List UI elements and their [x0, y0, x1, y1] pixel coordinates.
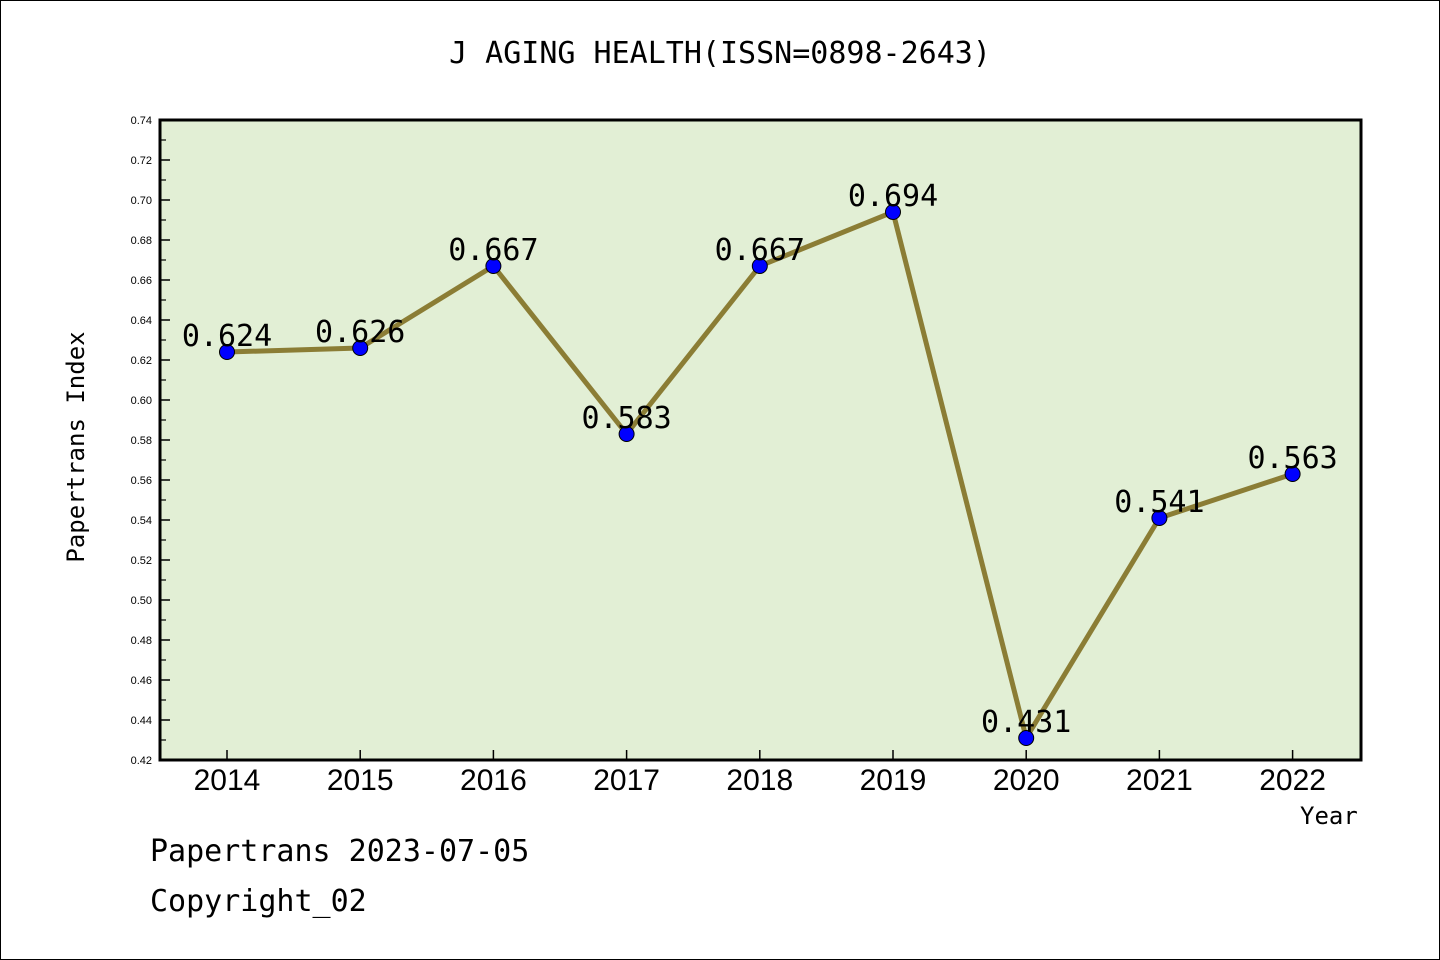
x-tick-label: 2021	[1126, 764, 1193, 797]
data-point	[751, 258, 768, 274]
x-tick-label: 2022	[1259, 764, 1326, 797]
data-label: 0.541	[1114, 485, 1204, 520]
data-label: 0.583	[581, 401, 671, 436]
y-axis: 0.42 0.44 0.46 0.48 0.50 0.52 0.54 0.56 0.58 0.60…	[131, 115, 170, 767]
y-tick-label: 0.46	[131, 675, 152, 687]
footer-date: Papertrans 2023-07-05	[150, 834, 530, 869]
data-point	[352, 340, 369, 356]
x-tick-label: 2020	[993, 764, 1060, 797]
y-tick-label: 0.56	[131, 475, 152, 487]
data-point	[618, 426, 635, 442]
data-point	[1151, 510, 1168, 526]
x-tick-label: 2016	[460, 764, 527, 797]
x-axis: 2014 2015 2016 2017 2018 2019 2020 2021 2022	[194, 750, 1326, 797]
x-tick-label: 2017	[593, 764, 660, 797]
y-tick-label: 0.60	[131, 395, 152, 407]
data-point	[1284, 466, 1301, 482]
y-tick-label: 0.58	[131, 435, 152, 447]
x-tick-label: 2015	[327, 764, 394, 797]
y-tick-label: 0.44	[131, 715, 152, 727]
y-tick-label: 0.52	[131, 555, 152, 567]
y-tick-label: 0.70	[131, 195, 152, 207]
data-point	[1018, 730, 1035, 746]
data-point	[219, 344, 235, 360]
y-tick-label: 0.72	[131, 155, 152, 167]
data-label: 0.624	[182, 319, 272, 354]
y-tick-label: 0.62	[131, 355, 152, 367]
data-label: 0.431	[981, 705, 1071, 740]
y-tick-label: 0.48	[131, 635, 152, 647]
data-labels: 0.624 0.626 0.667 0.583 0.667 0.694 0.431 0.541…	[182, 179, 1338, 740]
y-tick-label: 0.64	[131, 315, 152, 327]
y-tick-label: 0.50	[131, 595, 152, 607]
plot-area	[158, 118, 1363, 762]
data-label: 0.626	[315, 315, 405, 350]
x-tick-label: 2018	[726, 764, 793, 797]
y-tick-label: 0.74	[131, 115, 152, 127]
y-tick-label: 0.42	[131, 755, 152, 767]
data-point	[885, 204, 901, 220]
data-points	[219, 204, 1301, 746]
y-tick-label: 0.66	[131, 275, 152, 287]
chart-title: J AGING HEALTH(ISSN=0898-2643)	[449, 36, 991, 71]
y-tick-label: 0.68	[131, 235, 152, 247]
data-point	[485, 258, 502, 274]
x-tick-label: 2014	[194, 764, 261, 797]
data-label: 0.563	[1247, 441, 1337, 476]
data-label: 0.667	[715, 233, 805, 268]
y-tick-label: 0.54	[131, 515, 152, 527]
data-label: 0.667	[448, 233, 538, 268]
x-tick-label: 2019	[860, 764, 927, 797]
x-axis-label: Year	[1300, 802, 1358, 830]
data-label: 0.694	[848, 179, 938, 214]
footer-copyright: Copyright_02	[150, 884, 367, 919]
